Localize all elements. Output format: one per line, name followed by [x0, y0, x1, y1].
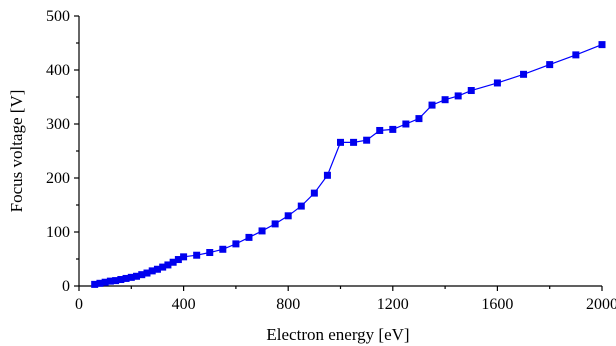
data-point — [148, 267, 156, 275]
data-point — [153, 265, 161, 273]
data-point — [520, 70, 528, 78]
data-point — [112, 277, 120, 285]
data-point — [206, 249, 214, 257]
data-point — [159, 263, 167, 271]
data-point — [180, 253, 188, 261]
data-point — [143, 269, 151, 277]
data-point — [117, 276, 125, 284]
data-point — [138, 271, 146, 279]
data-point — [133, 272, 141, 280]
x-tick-label: 800 — [276, 296, 300, 313]
data-point — [174, 256, 182, 264]
data-point — [428, 101, 436, 109]
data-point — [101, 278, 109, 286]
data-point — [454, 92, 462, 100]
data-point — [271, 220, 279, 228]
data-point — [546, 61, 554, 69]
data-point — [310, 189, 318, 197]
data-point — [91, 280, 99, 288]
data-point — [493, 79, 501, 87]
series-line — [94, 44, 603, 285]
data-point — [572, 51, 580, 59]
y-tick-label: 500 — [46, 8, 70, 25]
x-tick-label: 2000 — [586, 296, 616, 313]
data-point — [598, 41, 606, 49]
data-point — [127, 273, 135, 281]
data-point — [467, 87, 475, 95]
data-point — [232, 240, 240, 248]
x-tick-label: 1200 — [377, 296, 409, 313]
data-point — [389, 125, 397, 133]
data-point — [363, 136, 371, 144]
y-tick-label: 0 — [62, 278, 70, 295]
data-point — [284, 212, 292, 220]
data-point — [245, 233, 253, 241]
data-point — [376, 126, 384, 134]
data-point — [258, 227, 266, 235]
x-tick-label: 400 — [172, 296, 196, 313]
axes: 0 400 800 1200 1600 2000 0 100 200 300 400 500 — [46, 8, 616, 313]
data-point — [337, 138, 344, 146]
data-point — [219, 245, 227, 253]
data-point — [402, 120, 410, 128]
y-tick-label: 200 — [46, 170, 70, 187]
data-point — [297, 202, 305, 210]
data-point — [122, 274, 130, 282]
data-point — [441, 96, 449, 104]
y-tick-label: 100 — [46, 224, 70, 241]
y-tick-label: 400 — [46, 62, 70, 79]
data-point — [164, 261, 172, 269]
data-point — [169, 258, 177, 266]
data-point — [193, 251, 201, 259]
x-axis-title: Electron energy [eV] — [266, 325, 409, 344]
y-tick-label: 300 — [46, 116, 70, 133]
x-tick-label: 0 — [75, 296, 83, 313]
y-axis-title: Focus voltage [V] — [7, 90, 26, 213]
data-point — [96, 279, 104, 287]
x-tick-label: 1600 — [481, 296, 513, 313]
data-point — [415, 115, 423, 123]
data-point — [323, 171, 331, 179]
data-point — [350, 138, 358, 146]
series-layer — [91, 41, 606, 288]
data-point — [106, 277, 114, 285]
